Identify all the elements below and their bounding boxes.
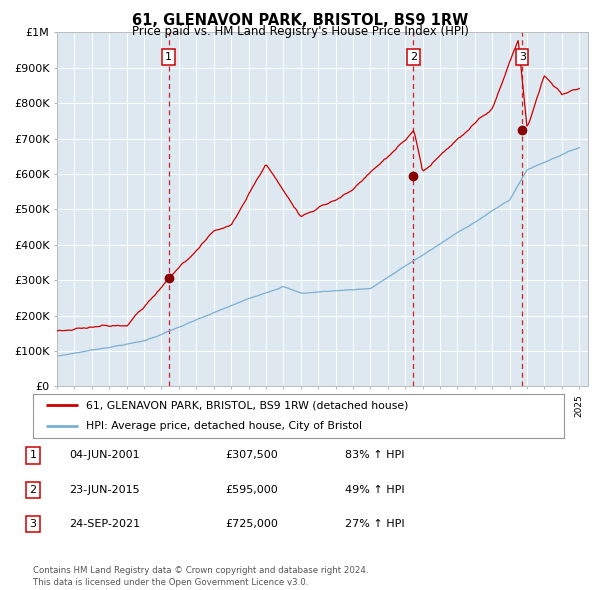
- Text: Price paid vs. HM Land Registry's House Price Index (HPI): Price paid vs. HM Land Registry's House …: [131, 25, 469, 38]
- Text: 24-SEP-2021: 24-SEP-2021: [69, 519, 140, 529]
- Text: 61, GLENAVON PARK, BRISTOL, BS9 1RW (detached house): 61, GLENAVON PARK, BRISTOL, BS9 1RW (det…: [86, 401, 409, 411]
- Text: 23-JUN-2015: 23-JUN-2015: [69, 485, 140, 494]
- Text: HPI: Average price, detached house, City of Bristol: HPI: Average price, detached house, City…: [86, 421, 362, 431]
- Text: 2: 2: [29, 485, 37, 494]
- Text: 83% ↑ HPI: 83% ↑ HPI: [345, 451, 404, 460]
- Text: 1: 1: [165, 53, 172, 62]
- Text: 1: 1: [29, 451, 37, 460]
- Text: Contains HM Land Registry data © Crown copyright and database right 2024.
This d: Contains HM Land Registry data © Crown c…: [33, 566, 368, 587]
- Text: 3: 3: [518, 53, 526, 62]
- Text: 2: 2: [410, 53, 417, 62]
- Text: 49% ↑ HPI: 49% ↑ HPI: [345, 485, 404, 494]
- Text: 27% ↑ HPI: 27% ↑ HPI: [345, 519, 404, 529]
- Text: 3: 3: [29, 519, 37, 529]
- Text: £595,000: £595,000: [225, 485, 278, 494]
- Text: 04-JUN-2001: 04-JUN-2001: [69, 451, 140, 460]
- Text: £725,000: £725,000: [225, 519, 278, 529]
- Text: 61, GLENAVON PARK, BRISTOL, BS9 1RW: 61, GLENAVON PARK, BRISTOL, BS9 1RW: [132, 13, 468, 28]
- Text: £307,500: £307,500: [225, 451, 278, 460]
